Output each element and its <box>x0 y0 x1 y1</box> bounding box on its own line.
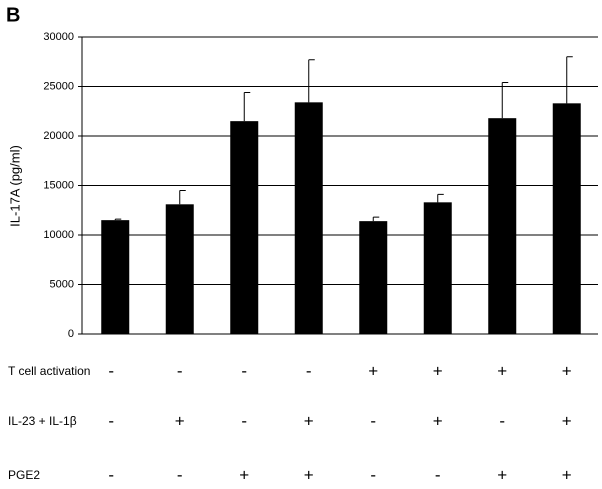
bar <box>294 102 323 334</box>
condition-sign: + <box>239 465 249 484</box>
bar <box>230 121 259 335</box>
condition-sign: + <box>175 411 185 430</box>
error-bar <box>114 218 122 221</box>
condition-sign: + <box>497 361 507 380</box>
bar <box>552 103 581 334</box>
error-bar <box>437 193 444 203</box>
condition-sign: + <box>562 411 572 430</box>
y-tick-label: 15000 <box>43 179 74 191</box>
y-axis-title: IL-17A (pg/ml) <box>7 145 22 227</box>
error-bar <box>308 59 315 103</box>
condition-sign: - <box>241 411 247 430</box>
error-bar <box>501 82 509 119</box>
y-tick-label: 10000 <box>43 229 74 241</box>
condition-label: IL-23 + IL-1β <box>8 414 77 428</box>
condition-sign: - <box>370 465 376 484</box>
error-bar <box>372 216 380 222</box>
condition-sign: + <box>433 361 443 380</box>
y-tick-label: 0 <box>68 328 74 340</box>
error-bar <box>566 56 573 104</box>
bar <box>423 202 452 334</box>
condition-sign: - <box>370 411 376 430</box>
bar <box>359 221 388 334</box>
y-tick-label: 5000 <box>50 278 74 290</box>
bar <box>101 220 130 334</box>
condition-sign: + <box>497 465 507 484</box>
y-tick-label: 25000 <box>43 80 74 92</box>
condition-label: T cell activation <box>8 364 90 378</box>
condition-sign: + <box>304 411 314 430</box>
condition-sign: - <box>499 411 505 430</box>
error-bar <box>179 189 186 205</box>
condition-sign: - <box>108 411 114 430</box>
panel-label: B <box>6 4 20 26</box>
y-tick-label: 30000 <box>43 31 74 43</box>
condition-sign: + <box>562 361 572 380</box>
condition-sign: - <box>177 465 183 484</box>
condition-sign: + <box>433 411 443 430</box>
bar <box>488 118 517 335</box>
condition-sign: - <box>306 361 312 380</box>
y-tick-label: 20000 <box>43 130 74 142</box>
condition-sign: - <box>108 361 114 380</box>
condition-sign: - <box>177 361 183 380</box>
condition-sign: - <box>435 465 441 484</box>
condition-sign: + <box>562 465 572 484</box>
error-bar <box>243 91 251 122</box>
condition-sign: - <box>241 361 247 380</box>
condition-sign: + <box>304 465 314 484</box>
condition-label: PGE2 <box>8 468 40 482</box>
bar <box>165 204 194 334</box>
condition-sign: + <box>368 361 378 380</box>
condition-sign: - <box>108 465 114 484</box>
